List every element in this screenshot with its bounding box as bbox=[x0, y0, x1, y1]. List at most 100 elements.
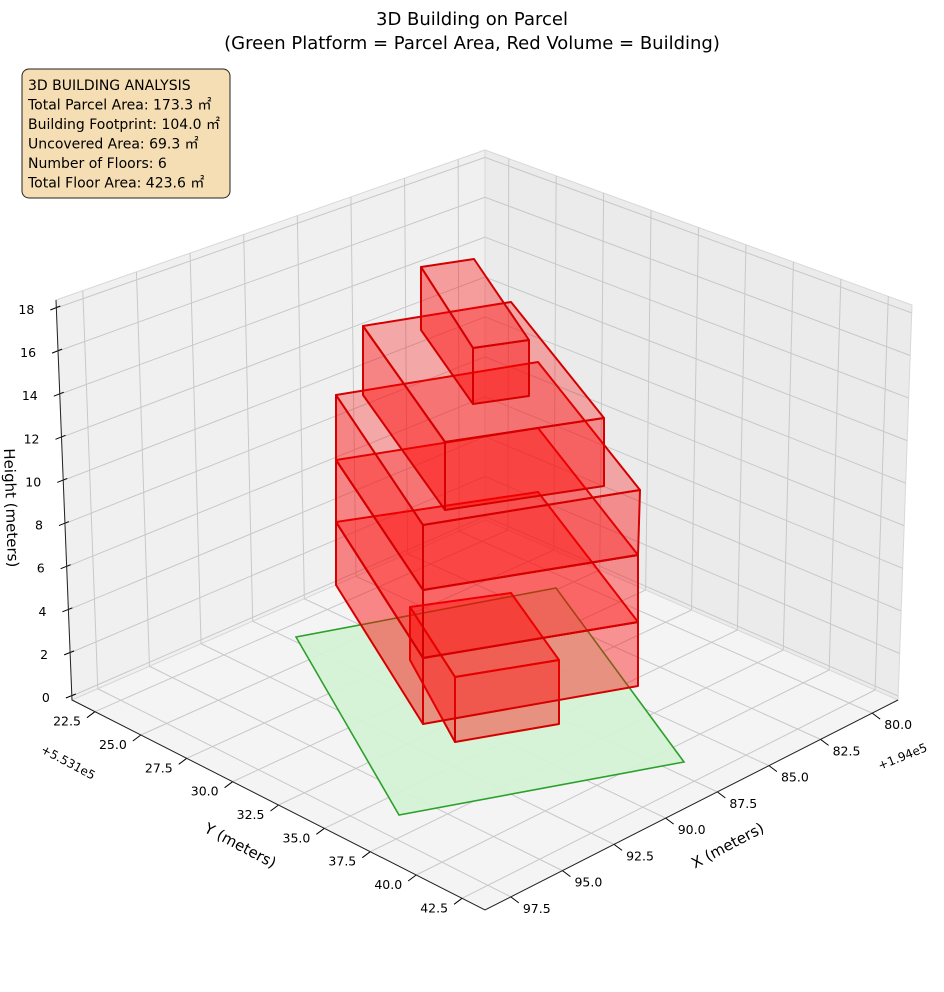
x-tick-mark bbox=[820, 738, 829, 746]
z-tick-mark bbox=[55, 434, 66, 440]
z-tick-label: 6 bbox=[37, 561, 45, 576]
right-pane-gridline-y bbox=[553, 175, 557, 551]
x-tick-label: 85.0 bbox=[781, 770, 809, 785]
right-pane-gridline-y bbox=[691, 227, 699, 611]
right-pane-gridline-y bbox=[507, 158, 510, 531]
x-tick-label: 97.5 bbox=[523, 901, 551, 916]
right-pane-gridline-z bbox=[484, 436, 902, 612]
left-pane-gridline-z bbox=[57, 196, 486, 352]
right-pane-gridline-z bbox=[484, 156, 912, 314]
left-pane-gridline-x bbox=[243, 234, 254, 622]
left-pane-gridline-z bbox=[68, 436, 486, 611]
y-tick-mark bbox=[178, 757, 188, 765]
x-tick-mark bbox=[510, 896, 520, 904]
y-tick-mark bbox=[453, 897, 463, 905]
y-tick-label: 22.5 bbox=[53, 714, 81, 729]
left-pane-gridline-z bbox=[66, 396, 486, 568]
x-tick-label: 80.0 bbox=[884, 717, 912, 732]
z-tick-label: 2 bbox=[40, 647, 48, 662]
info-line-title: 3D BUILDING ANALYSIS bbox=[28, 78, 191, 94]
z-tick-mark bbox=[65, 693, 77, 699]
y-tick-label: 42.5 bbox=[420, 900, 448, 915]
y-tick-label: 32.5 bbox=[237, 807, 265, 822]
y-tick-label: 40.0 bbox=[374, 877, 402, 892]
building-base-front bbox=[454, 659, 560, 743]
right-pane-gridline-y bbox=[828, 279, 842, 671]
y-tick-mark bbox=[270, 804, 279, 812]
right-pane-gridline-z bbox=[484, 356, 905, 527]
axis-spines bbox=[55, 299, 899, 911]
right-pane-gridline-y bbox=[645, 210, 652, 591]
left-pane-gridline-z bbox=[56, 156, 486, 309]
left-pane-gridline-z bbox=[59, 236, 486, 395]
axis-ticks: 0 2 4 6 8 10 12 14 16 18 22.5 25.0 27.5 30.0 32.5 35.0 3… bbox=[18, 299, 912, 916]
right-pane-gridline-y bbox=[736, 244, 747, 631]
chart-title-line1: 3D Building on Parcel bbox=[376, 9, 568, 30]
building-tower-front bbox=[472, 339, 530, 405]
y-axis-label: Y (meters) bbox=[201, 819, 280, 872]
right-pane-gridline-z bbox=[484, 276, 908, 442]
left-pane-gridline-z bbox=[61, 276, 486, 438]
right-pane-gridline-z bbox=[484, 515, 899, 697]
info-line-parcel-area: Total Parcel Area: 173.3 ㎡ bbox=[27, 98, 212, 114]
left-pane-gridline-z bbox=[69, 475, 486, 654]
x-tick-mark bbox=[613, 843, 623, 851]
z-tick-mark bbox=[62, 607, 73, 613]
y-tick-label: 37.5 bbox=[328, 854, 356, 869]
x-tick-label: 87.5 bbox=[729, 796, 757, 811]
x-tick-mark bbox=[665, 817, 674, 825]
info-line-footprint: Building Footprint: 104.0 ㎡ bbox=[28, 117, 220, 133]
left-pane-gridline-x bbox=[135, 271, 150, 667]
info-box: 3D BUILDING ANALYSIS Total Parcel Area: … bbox=[21, 68, 231, 199]
right-pane-gridline-y bbox=[782, 261, 794, 651]
z-tick-mark bbox=[63, 650, 75, 656]
right-pane-gridline-y bbox=[874, 296, 889, 691]
z-tick-label: 10 bbox=[25, 474, 41, 489]
x-tick-mark bbox=[768, 765, 778, 773]
y-offset-label: +5.531e5 bbox=[39, 742, 98, 782]
y-tick-mark bbox=[361, 851, 371, 859]
z-tick-label: 14 bbox=[22, 388, 38, 403]
z-tick-label: 16 bbox=[20, 345, 36, 360]
left-pane-gridline-x bbox=[404, 178, 409, 554]
z-tick-mark bbox=[60, 564, 71, 570]
right-pane-gridline-z bbox=[484, 236, 909, 399]
left-pane-gridline-x bbox=[189, 253, 202, 644]
x-tick-mark bbox=[562, 870, 571, 878]
y-tick-mark bbox=[86, 711, 96, 719]
x-tick-mark bbox=[871, 712, 881, 720]
x-tick-mark bbox=[717, 791, 726, 799]
left-pane-gridline-z bbox=[64, 356, 486, 525]
z-tick-label: 0 bbox=[42, 690, 50, 705]
floor-gridline-y bbox=[94, 529, 509, 713]
y-tick-label: 30.0 bbox=[191, 784, 219, 799]
info-line-uncovered: Uncovered Area: 69.3 ㎡ bbox=[28, 137, 199, 153]
info-line-floors: Number of Floors: 6 bbox=[28, 156, 167, 172]
building-narrow-front bbox=[444, 417, 605, 511]
left-pane-gridline-z bbox=[71, 515, 486, 697]
info-box-background bbox=[21, 68, 231, 199]
y-tick-mark bbox=[316, 827, 325, 835]
x-tick-label: 92.5 bbox=[626, 848, 654, 863]
parcel-platform bbox=[294, 587, 686, 816]
chart-title-line2: (Green Platform = Parcel Area, Red Volum… bbox=[224, 33, 720, 54]
y-tick-label: 35.0 bbox=[283, 830, 311, 845]
right-pane-gridline-z bbox=[484, 475, 900, 654]
y-tick-mark bbox=[132, 734, 142, 742]
z-tick-label: 12 bbox=[24, 431, 40, 446]
z-tick-label: 18 bbox=[18, 302, 34, 317]
z-tick-mark bbox=[57, 477, 68, 483]
info-line-floor-area: Total Floor Area: 423.6 ㎡ bbox=[27, 176, 204, 192]
right-pane-gridline-z bbox=[484, 316, 906, 484]
y-tick-label: 27.5 bbox=[145, 760, 173, 775]
right-pane-gridline-z bbox=[484, 196, 911, 356]
x-offset-label: +1.94e5 bbox=[876, 740, 929, 772]
z-tick-label: 4 bbox=[38, 604, 46, 619]
x-tick-label: 90.0 bbox=[678, 822, 706, 837]
z-tick-label: 8 bbox=[35, 518, 43, 533]
left-pane-gridline-x bbox=[296, 215, 305, 599]
left-pane-gridline-x bbox=[350, 196, 357, 577]
y-tick-mark bbox=[407, 874, 417, 882]
z-axis-label: Height (meters) bbox=[0, 448, 22, 568]
